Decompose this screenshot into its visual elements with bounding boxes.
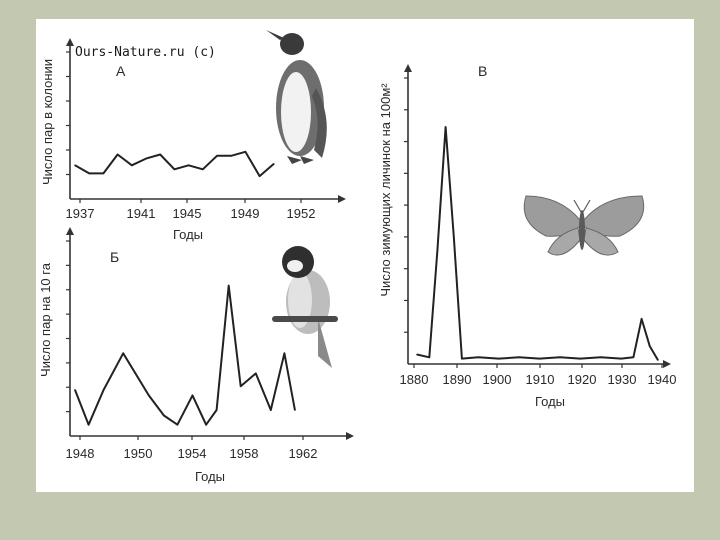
chart-2-x-tick-label: 1948 (66, 446, 95, 461)
chart-1-x-tick-label: 1941 (127, 206, 156, 221)
moth-icon (523, 195, 645, 256)
chart-2-x-tick-label: 1958 (230, 446, 259, 461)
chart-3-data-point (657, 359, 659, 361)
chart-1-data-point (74, 164, 76, 167)
chart-2-x-tick-label: 1962 (289, 446, 318, 461)
chart-1-y-label: Число пар в колонии (40, 59, 55, 185)
chart-3-x-tick-label: 1940 (648, 372, 677, 387)
chart-2-data-point (270, 409, 272, 411)
chart-2-x-tick-label: 1950 (124, 446, 153, 461)
chart-3-data-point (579, 357, 582, 360)
chart-3-data-point (416, 353, 418, 356)
chart-2-data-point (87, 423, 90, 426)
chart-1-data-point (131, 164, 133, 167)
chart-1-data-point (230, 155, 232, 157)
chart-3-data-point (648, 345, 651, 348)
chart-2-data-point (227, 284, 230, 287)
chart-3-data-point (444, 126, 447, 128)
chart-2-data-point (254, 372, 257, 375)
chart-1-data-point (145, 157, 147, 160)
chart-1-x-tick-label: 1952 (287, 206, 316, 221)
chart-1-data-point (116, 153, 119, 156)
chart-1-y-arrow (66, 38, 74, 46)
chart-2-x-arrow (346, 432, 354, 440)
chart-2-data-point (163, 414, 165, 417)
chart-1-data-point (244, 151, 247, 153)
slide: Ours-Nature.ru (c) (36, 19, 694, 492)
chart-2-series-line (74, 284, 296, 426)
penguin-icon (266, 30, 327, 164)
chart-3-x-tick-label: 1890 (443, 372, 472, 387)
chart-2-x-label: Годы (195, 469, 225, 484)
chart-3-data-point (538, 357, 541, 360)
chart-3-x-tick-label: 1900 (483, 372, 512, 387)
chart-3-data-point (559, 356, 561, 359)
chart-1-data-point (102, 172, 105, 175)
chart-3-data-point (497, 357, 500, 360)
chart-2-data-point (239, 385, 242, 388)
chart-2-x-tick-label: 1954 (178, 446, 207, 461)
chart-1-x-tick-label: 1937 (66, 206, 95, 221)
chart-2-data-point (294, 409, 296, 411)
chart-2-data-point (74, 389, 76, 391)
chart-1-data-point (159, 153, 161, 156)
chart-1-x-tick-label: 1949 (231, 206, 260, 221)
chart-1-series-line (74, 150, 275, 178)
chart-1-x-label: Годы (173, 227, 203, 242)
chart-1-data-point (187, 164, 190, 167)
chart-1-data-point (258, 175, 261, 177)
chart-3-data-point (620, 357, 622, 360)
chart-3-x-arrow (663, 360, 671, 368)
chart-3-data-point (477, 356, 480, 359)
chart-2-data-point (205, 423, 207, 426)
chart-3-data-point (436, 249, 439, 252)
chart-1-data-point (88, 172, 90, 175)
chart-3-x-tick-label: 1910 (526, 372, 555, 387)
chart-2-y-arrow (66, 227, 74, 235)
chart-2-data-point (102, 389, 105, 391)
chart-2-y-label: Число пар на 10 га (38, 262, 53, 377)
chart-2-data-point (176, 423, 179, 426)
chart-2-data-point (283, 352, 286, 355)
chart-1-data-point (273, 163, 275, 165)
chart-3-data-point (452, 235, 455, 238)
chart-3-data-point (640, 318, 643, 320)
chart-2-data-point (215, 409, 218, 411)
watermark-text: Ours-Nature.ru (c) (75, 45, 216, 60)
chart-1-data-point (173, 168, 176, 171)
chart-1-data-point (202, 168, 204, 171)
chart-3-x-tick-label: 1920 (568, 372, 597, 387)
chart-1-x-arrow (338, 195, 346, 203)
chart-3-panel-label: В (478, 63, 487, 79)
chart-3-data-point (632, 356, 635, 359)
chart-3-data-point (599, 356, 602, 359)
chart-3-x-label: Годы (535, 394, 565, 409)
chart-3-y-arrow (404, 64, 412, 72)
chart-1-data-point (216, 155, 218, 157)
chart-3-series-line (416, 126, 659, 361)
tit-bird-icon (272, 246, 338, 368)
chart-1-panel-label: А (116, 63, 126, 79)
chart-2-data-point (191, 394, 194, 397)
chart-2-data-point (122, 352, 125, 355)
chart-3-y-label: Число зимующих личинок на 100м² (378, 83, 393, 297)
chart-2-panel-label: Б (110, 249, 119, 265)
chart-3-x-tick-label: 1930 (608, 372, 637, 387)
chart-1-x-tick-label: 1945 (173, 206, 202, 221)
chart-2-data-point (148, 394, 150, 397)
chart-3-data-point (428, 356, 431, 359)
chart-3-data-point (518, 356, 520, 359)
chart-3-x-tick-label: 1880 (400, 372, 429, 387)
chart-3-data-point (461, 357, 463, 360)
